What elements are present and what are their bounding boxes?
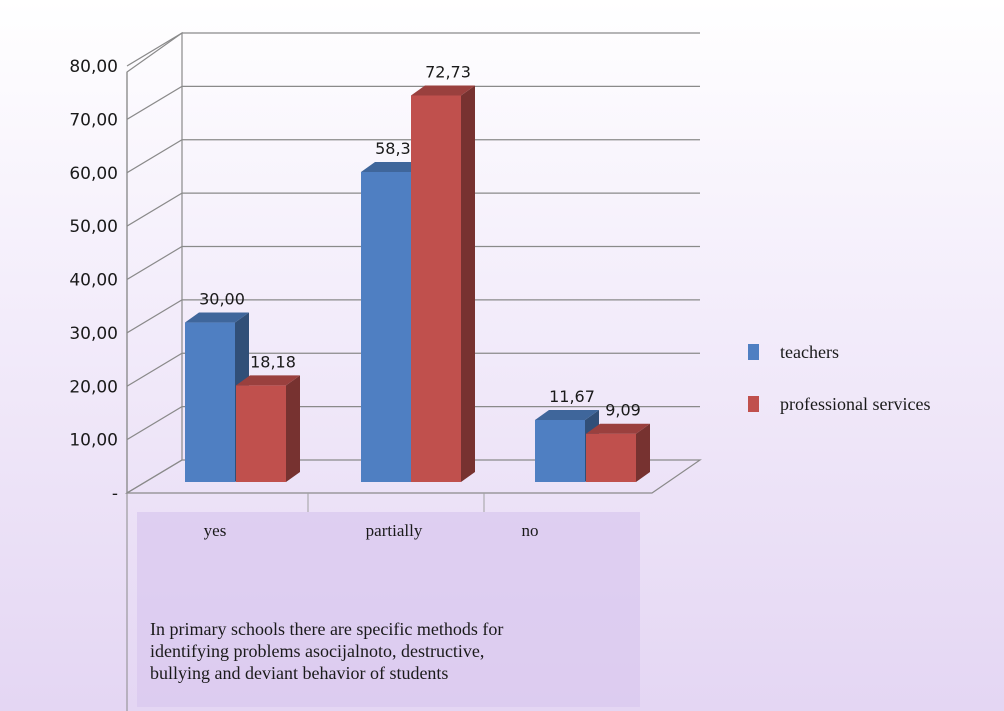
data-label: 18,18 [250, 352, 296, 371]
category-label: partially [366, 521, 423, 540]
legend-swatch [748, 344, 759, 360]
y-tick-label: 80,00 [69, 57, 118, 77]
legend-swatch [748, 396, 759, 412]
data-label: 58,33 [375, 139, 421, 158]
category-labels: yes partially no [204, 521, 539, 540]
data-label: 11,67 [549, 387, 595, 406]
bar-side [636, 423, 650, 482]
gridline [126, 245, 700, 281]
gridline [126, 299, 700, 334]
bars: 30,00 58,33 11,67 18,18 72,73 9,09 [185, 62, 650, 482]
gridline [126, 352, 700, 387]
gridline [126, 85, 700, 120]
data-label: 9,09 [605, 401, 641, 420]
bar [586, 433, 636, 482]
bar-top [411, 85, 475, 96]
legend-label: teachers [780, 342, 839, 362]
category-table-panel [137, 512, 640, 707]
legend: teachers professional services [748, 342, 930, 414]
bar [361, 172, 411, 482]
y-tick-label: 20,00 [69, 377, 118, 397]
y-tick-label: - [112, 484, 118, 504]
gridline [126, 192, 700, 227]
bar [411, 95, 461, 482]
bar [185, 322, 235, 482]
bar [236, 385, 286, 482]
bar-top [236, 375, 300, 386]
y-tick-label: 10,00 [69, 431, 118, 451]
bar-top [185, 312, 249, 323]
legend-label: professional services [780, 394, 930, 414]
gridline [126, 139, 700, 174]
bar-top [535, 409, 599, 420]
gridline [126, 406, 700, 441]
bar-side [461, 85, 475, 482]
y-tick-label: 70,00 [69, 110, 118, 130]
chart-caption: In primary schools there are specific me… [150, 619, 504, 683]
bar-top [361, 162, 425, 172]
category-label: no [522, 521, 539, 540]
bar [535, 419, 585, 482]
bar-side [286, 375, 300, 482]
data-label: 72,73 [425, 62, 471, 81]
chart-walls [124, 31, 702, 711]
y-axis-ticks: - 10,00 20,00 30,00 40,00 50,00 60,00 70,00 80,0… [69, 57, 118, 504]
y-tick-label: 40,00 [69, 271, 118, 291]
y-tick-label: 50,00 [69, 217, 118, 237]
category-label: yes [204, 521, 227, 540]
gridline [126, 32, 700, 67]
bar-top [586, 423, 650, 434]
y-tick-label: 60,00 [69, 164, 118, 184]
data-label: 30,00 [199, 290, 245, 309]
y-tick-label: 30,00 [69, 324, 118, 344]
floor [124, 459, 702, 494]
gridlines [126, 32, 700, 441]
